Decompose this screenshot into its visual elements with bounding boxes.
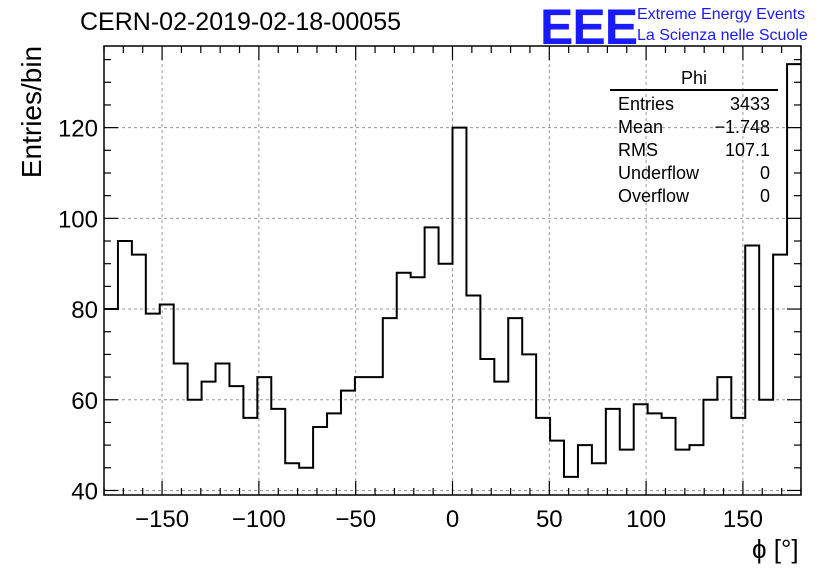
- y-tick-label: 60: [71, 388, 98, 415]
- stats-row-entries: Entries 3433: [610, 93, 778, 116]
- histogram-bin: [759, 400, 773, 495]
- histogram-bin: [453, 128, 467, 495]
- histogram-bin: [160, 305, 174, 495]
- histogram-bin: [104, 309, 118, 495]
- x-tick-label: 50: [536, 506, 563, 533]
- histogram-bin: [606, 409, 620, 495]
- histogram-bin: [466, 295, 480, 495]
- histogram-bin: [564, 477, 578, 495]
- histogram-bin: [717, 377, 731, 495]
- x-axis-label: ϕ [°]: [752, 534, 799, 564]
- y-tick-label: 40: [71, 478, 98, 505]
- histogram-bin: [550, 441, 564, 495]
- stats-row-underflow: Underflow 0: [610, 162, 778, 185]
- stats-label: RMS: [618, 140, 658, 160]
- histogram-bin: [578, 445, 592, 495]
- y-tick-label: 80: [71, 297, 98, 324]
- x-tick-label: 100: [626, 506, 666, 533]
- stats-label: Entries: [618, 94, 675, 114]
- histogram-bin: [662, 418, 676, 495]
- histogram-bin: [383, 318, 397, 495]
- histogram-bin: [132, 255, 146, 495]
- histogram-bin: [620, 450, 634, 495]
- histogram-bin: [689, 445, 703, 495]
- histogram-bin: [327, 413, 341, 495]
- eee-logo-text: Extreme Energy Events La Scienza nelle S…: [637, 4, 808, 46]
- histogram-bin: [313, 427, 327, 495]
- stats-value: 0: [759, 163, 770, 183]
- x-tick-label: −100: [232, 506, 286, 533]
- histogram-bin: [634, 404, 648, 495]
- histogram-outline: [104, 63, 801, 478]
- histogram-bin: [648, 413, 662, 495]
- histogram-bin: [676, 450, 690, 495]
- histogram-bin: [439, 264, 453, 495]
- x-tick-label: 150: [723, 506, 763, 533]
- x-tick-label: −50: [335, 506, 376, 533]
- stats-value: 107.1: [724, 140, 770, 160]
- stats-value: −1.748: [714, 117, 770, 137]
- y-axis-label: Entries/bin: [16, 45, 47, 179]
- x-tick-label: 0: [446, 506, 459, 533]
- histogram-bin: [243, 418, 257, 495]
- stats-row-overflow: Overflow 0: [610, 185, 778, 208]
- eee-logo: EEE: [540, 0, 638, 55]
- histogram-bin: [257, 377, 271, 495]
- y-tick-label: 100: [58, 206, 98, 233]
- histogram-bin: [731, 418, 745, 495]
- stats-label: Underflow: [618, 163, 700, 183]
- histogram-bin: [494, 382, 508, 495]
- histogram-bin: [522, 354, 536, 495]
- logo-line-2: La Scienza nelle Scuole: [637, 27, 808, 44]
- histogram-bin: [411, 277, 425, 495]
- stats-label: Mean: [618, 117, 664, 137]
- histogram-bin: [146, 314, 160, 495]
- histogram-bin: [229, 386, 243, 495]
- histogram-bin: [202, 382, 216, 495]
- stats-label: Overflow: [618, 186, 690, 206]
- histogram-bin: [592, 463, 606, 495]
- histogram-bin: [285, 463, 299, 495]
- stats-row-rms: RMS 107.1: [610, 139, 778, 162]
- histogram-bin: [299, 468, 313, 495]
- chart-title: CERN-02-2019-02-18-00055: [80, 8, 402, 36]
- histogram-bin: [216, 363, 230, 495]
- histogram-bin: [703, 400, 717, 495]
- stats-box: Phi Entries 3433 Mean −1.748 RMS 107.1 U…: [610, 68, 778, 208]
- histogram-bin: [355, 377, 369, 495]
- histogram-bin: [341, 391, 355, 495]
- histogram-bin: [174, 363, 188, 495]
- y-tick-label: 120: [58, 116, 98, 143]
- stats-row-mean: Mean −1.748: [610, 116, 778, 139]
- histogram-bin: [773, 255, 787, 495]
- histogram-bin: [536, 418, 550, 495]
- histogram-bin: [397, 273, 411, 495]
- stats-value: 0: [759, 186, 770, 206]
- histogram-bin: [369, 377, 383, 495]
- stats-box-title: Phi: [610, 68, 778, 91]
- histogram-bin: [745, 246, 759, 495]
- histogram-bin: [508, 318, 522, 495]
- histogram-bin: [787, 64, 801, 495]
- histogram-bin: [480, 359, 494, 495]
- x-tick-label: −150: [135, 506, 189, 533]
- histogram-bin: [425, 227, 439, 495]
- histogram-bin: [118, 241, 132, 495]
- stats-value: 3433: [729, 94, 770, 114]
- histogram-bin: [271, 409, 285, 495]
- logo-line-1: Extreme Energy Events: [637, 6, 806, 23]
- histogram-bin: [188, 400, 202, 495]
